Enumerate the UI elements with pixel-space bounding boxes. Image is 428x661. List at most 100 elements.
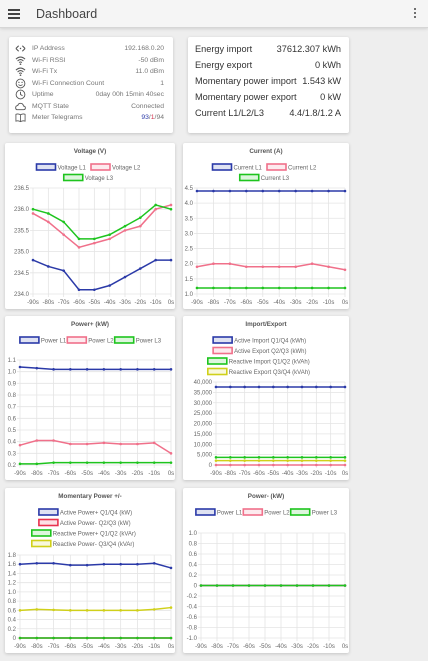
data-point [277,189,281,193]
data-point [18,462,22,466]
data-point [35,608,39,611]
data-point [327,189,330,193]
data-point [169,207,173,211]
x-tick-label: -20s [134,300,146,306]
power-minus-chart: Power- (kW) Power L1 Power L2 Power L3 -1.0 -… [187,493,349,650]
data-point [300,456,304,459]
data-point [35,462,39,466]
data-point [108,284,111,287]
legend-label: Voltage L3 [85,176,114,182]
y-tick-label: 0.5 [8,428,17,434]
data-point [228,262,232,266]
x-tick-label: 0s [342,471,348,477]
hamburger-menu-icon[interactable] [8,9,20,19]
data-point [212,262,215,266]
data-point [212,286,215,290]
energy-card: Energy import 37612.307 kWh Energy expor… [188,37,349,133]
telegram-count-errors: 1 [150,114,155,121]
x-tick-label: -80s [208,300,220,306]
data-point [77,246,81,249]
status-label: Uptime [32,91,54,98]
x-tick-label: -10s [323,644,335,650]
y-tick-label: 15,000 [194,432,213,438]
data-point [154,203,157,207]
legend-label: Power L3 [136,339,162,345]
data-point [195,189,199,193]
x-tick-label: -60s [243,644,255,650]
data-point [18,365,22,369]
status-label: Wi-Fi Tx [32,68,58,75]
ip-arrows-icon [15,45,26,52]
data-point [123,224,127,228]
legend-label: Current L2 [288,166,317,172]
x-tick-label: -10s [148,471,160,477]
data-point [31,207,35,211]
data-point [286,463,289,467]
data-point [343,456,347,459]
y-tick-label: 2.5 [185,247,194,253]
power-plus-chart: Power+ (kW) Power L1 Power L2 Power L3 0.2 0.… [8,321,175,477]
x-tick-label: -90s [191,300,203,306]
data-point [300,463,304,467]
x-tick-label: -30s [115,644,127,650]
data-point [212,189,215,193]
telegram-separator: / [154,114,157,121]
energy-row: Energy import 37612.307 kWh [195,44,341,58]
energy-value: 0 kW [320,92,341,102]
wifi-icon [15,56,26,65]
legend-label: Current L3 [261,176,290,182]
data-point [214,385,218,389]
data-point [108,233,111,236]
data-point [139,224,142,228]
data-point [69,442,72,446]
data-point [261,189,265,193]
legend-label: Reactive Power- Q3/Q4 (kVAr) [53,542,135,548]
data-point [315,459,318,462]
y-tick-label: 1.0 [8,370,17,376]
data-point [136,636,139,640]
data-point [169,566,173,570]
data-point [18,562,22,566]
data-point [154,258,157,262]
data-point [169,258,173,262]
data-point [52,461,55,464]
legend-label: Active Power+ Q1/Q4 (kW) [60,511,132,517]
legend-label: Reactive Power+ Q1/Q2 (kVAr) [53,532,136,538]
y-tick-label: 5,000 [197,453,213,459]
data-point [93,241,96,245]
x-tick-label: -70s [48,644,60,650]
y-tick-label: 0.8 [189,542,198,548]
y-tick-label: 30,000 [194,401,213,407]
x-tick-label: -30s [290,300,302,306]
x-tick-label: -40s [104,300,116,306]
data-point [277,286,281,290]
x-tick-label: -90s [27,300,39,306]
data-point [294,286,297,290]
data-point [272,459,275,462]
data-point [245,189,248,193]
y-tick-label: 0 [209,463,213,469]
x-tick-label: -80s [31,471,43,477]
x-tick-label: 0s [168,471,174,477]
data-point [139,267,142,270]
x-tick-label: -30s [296,471,308,477]
page-title: Dashboard [36,7,98,21]
data-point [102,368,106,371]
x-tick-label: -30s [115,471,127,477]
more-vert-icon[interactable] [412,8,418,20]
data-point [169,461,173,464]
data-point [231,584,235,587]
data-point [315,463,318,467]
data-point [329,463,332,467]
telegram-separator: / [148,114,151,121]
y-tick-label: 1.1 [8,358,17,364]
data-point [315,385,318,389]
legend-swatch [212,336,233,344]
y-tick-label: 1.5 [185,277,194,283]
status-row-telegrams: Meter Telegrams 93/1/94 [15,113,164,124]
x-tick-label: -50s [257,300,269,306]
y-tick-label: -0.6 [187,615,198,621]
data-point [52,562,55,565]
y-tick-label: 10,000 [194,442,213,448]
status-value: 1 [160,79,164,87]
